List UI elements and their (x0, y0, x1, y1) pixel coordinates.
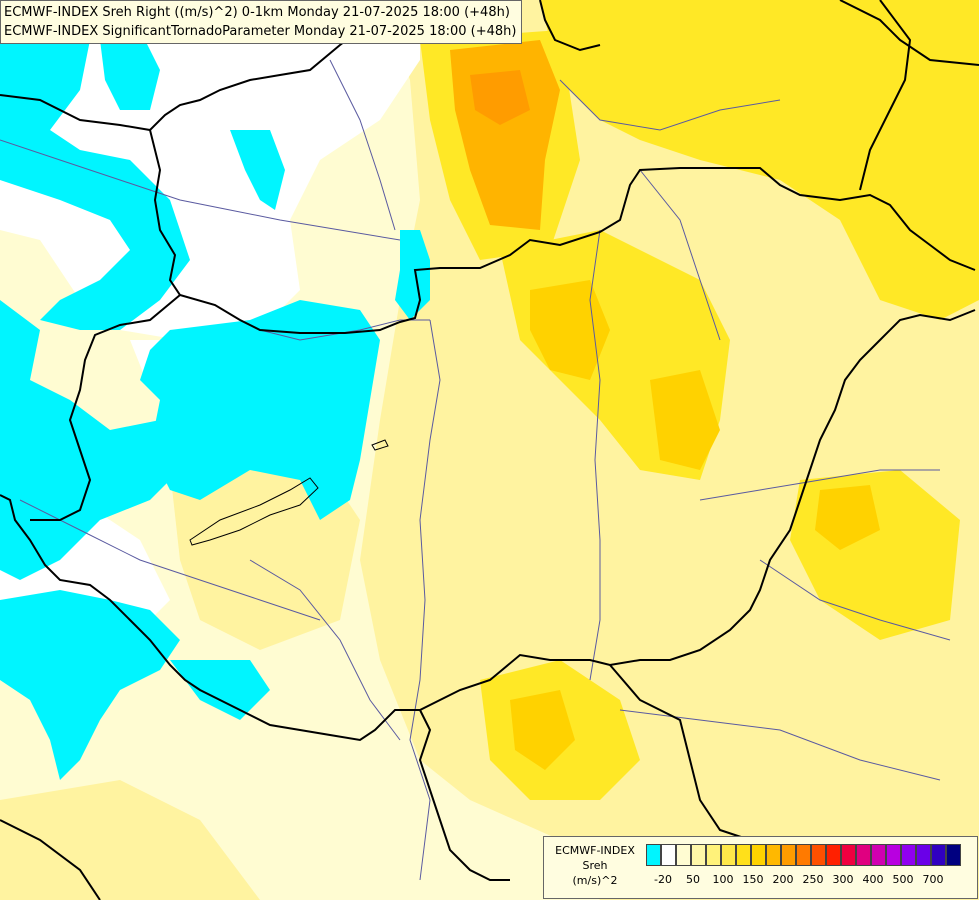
legend-tick-label: 250 (802, 873, 824, 886)
legend-swatch (841, 844, 856, 866)
sreh-field-cyan (0, 0, 430, 780)
legend-label: ECMWF-INDEX Sreh (m/s)^2 (548, 843, 642, 888)
legend-swatch (886, 844, 901, 866)
legend-swatch (676, 844, 691, 866)
legend-swatch (811, 844, 826, 866)
legend-swatch (706, 844, 721, 866)
legend-swatch (736, 844, 751, 866)
legend-model: ECMWF-INDEX (555, 844, 635, 857)
legend-swatch (826, 844, 841, 866)
legend-swatch (661, 844, 676, 866)
legend-swatch (946, 844, 961, 866)
legend-ticks: -20 50 100 150 200 250 300 400 500 700 (646, 873, 976, 889)
legend-swatch (871, 844, 886, 866)
legend-tick-label: 50 (686, 873, 700, 886)
legend-tick-label: 100 (712, 873, 734, 886)
legend-tick-label: 300 (832, 873, 854, 886)
legend-swatch (796, 844, 811, 866)
legend-swatch (901, 844, 916, 866)
legend-unit: (m/s)^2 (572, 874, 618, 887)
color-legend: ECMWF-INDEX Sreh (m/s)^2 -20 50 100 150 200 2… (543, 836, 978, 899)
legend-swatch (751, 844, 766, 866)
legend-swatch (916, 844, 931, 866)
legend-swatch (691, 844, 706, 866)
legend-swatches (646, 844, 961, 866)
legend-tick-label: 400 (862, 873, 884, 886)
legend-swatch (781, 844, 796, 866)
legend-tick-label: 200 (772, 873, 794, 886)
stp-contour (189, 477, 319, 546)
legend-tick-label: 150 (742, 873, 764, 886)
legend-tick-label: -20 (654, 873, 672, 886)
title-sreh: ECMWF-INDEX Sreh Right ((m/s)^2) 0-1km M… (4, 5, 510, 20)
map-title-box: ECMWF-INDEX Sreh Right ((m/s)^2) 0-1km M… (0, 0, 522, 44)
legend-variable: Sreh (582, 859, 608, 872)
sreh-field-orange-spot (470, 70, 530, 125)
sreh-field-gold (510, 280, 880, 770)
legend-swatch (721, 844, 736, 866)
title-stp: ECMWF-INDEX SignificantTornadoParameter … (4, 24, 517, 39)
legend-swatch (766, 844, 781, 866)
legend-swatch (646, 844, 661, 866)
stp-contour-small (371, 439, 389, 451)
legend-swatch (931, 844, 946, 866)
legend-tick-label: 700 (922, 873, 944, 886)
legend-swatch (856, 844, 871, 866)
legend-tick-label: 500 (892, 873, 914, 886)
